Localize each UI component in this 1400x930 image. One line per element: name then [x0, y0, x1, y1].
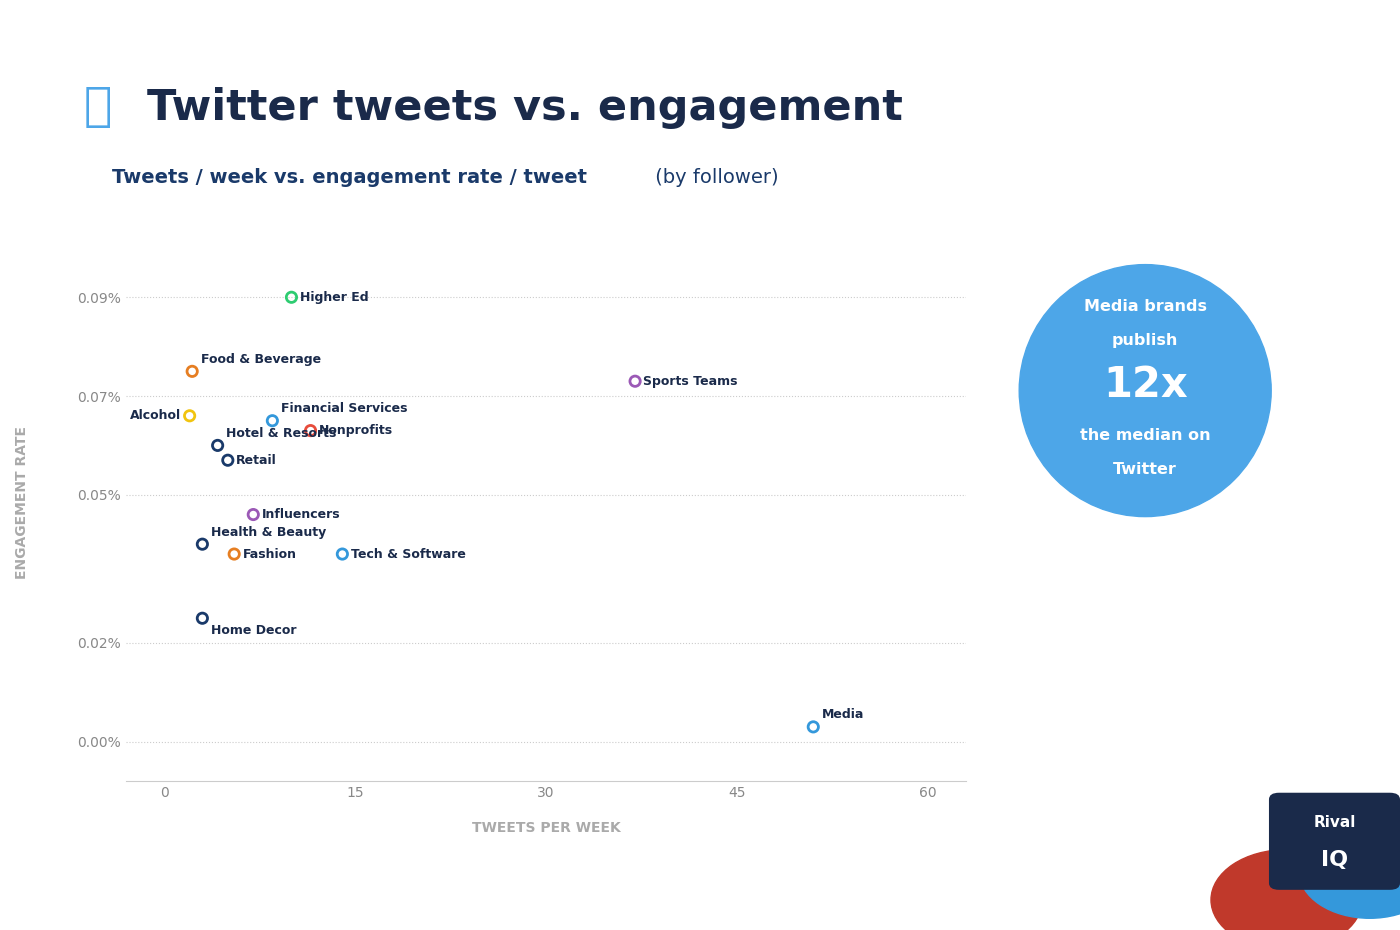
Text: Tweets / week vs. engagement rate / tweet: Tweets / week vs. engagement rate / twee…	[112, 168, 587, 187]
Point	[181, 364, 203, 379]
Text: Financial Services: Financial Services	[280, 402, 407, 415]
Text: Hotel & Resorts: Hotel & Resorts	[225, 427, 336, 440]
FancyBboxPatch shape	[1268, 792, 1400, 890]
Text: the median on: the median on	[1079, 428, 1211, 443]
Text: Media: Media	[822, 709, 864, 722]
Text: Retail: Retail	[237, 454, 277, 467]
Text: Twitter: Twitter	[1113, 461, 1177, 476]
Point	[802, 720, 825, 735]
Text: Nonprofits: Nonprofits	[319, 424, 393, 437]
Circle shape	[1019, 265, 1271, 516]
Point	[178, 408, 200, 423]
Text: Fashion: Fashion	[242, 548, 297, 561]
Point	[206, 438, 228, 453]
Point	[192, 537, 214, 551]
Point	[332, 547, 354, 562]
Circle shape	[1211, 850, 1362, 930]
Circle shape	[1299, 825, 1400, 918]
Text: Sports Teams: Sports Teams	[644, 375, 738, 388]
Text: 12x: 12x	[1103, 364, 1187, 406]
Y-axis label: ENGAGEMENT RATE: ENGAGEMENT RATE	[14, 426, 28, 578]
Text: 🐦: 🐦	[83, 86, 112, 130]
Text: Tech & Software: Tech & Software	[350, 548, 466, 561]
Text: Alcohol: Alcohol	[130, 409, 182, 422]
Text: publish: publish	[1112, 333, 1179, 348]
Point	[242, 507, 265, 522]
Text: Rival: Rival	[1313, 816, 1355, 830]
Text: Influencers: Influencers	[262, 508, 340, 521]
Point	[217, 453, 239, 468]
Point	[262, 413, 284, 428]
Text: Higher Ed: Higher Ed	[300, 291, 368, 304]
Point	[280, 290, 302, 305]
Point	[300, 423, 322, 438]
Point	[192, 611, 214, 626]
Text: Food & Beverage: Food & Beverage	[200, 352, 321, 365]
Text: Media brands: Media brands	[1084, 299, 1207, 314]
Text: (by follower): (by follower)	[650, 168, 778, 187]
Text: Twitter tweets vs. engagement: Twitter tweets vs. engagement	[147, 86, 903, 129]
Text: Home Decor: Home Decor	[210, 624, 297, 637]
Point	[624, 374, 647, 389]
X-axis label: TWEETS PER WEEK: TWEETS PER WEEK	[472, 821, 620, 835]
Text: Health & Beauty: Health & Beauty	[210, 525, 326, 538]
Text: IQ: IQ	[1322, 850, 1348, 870]
Point	[223, 547, 245, 562]
